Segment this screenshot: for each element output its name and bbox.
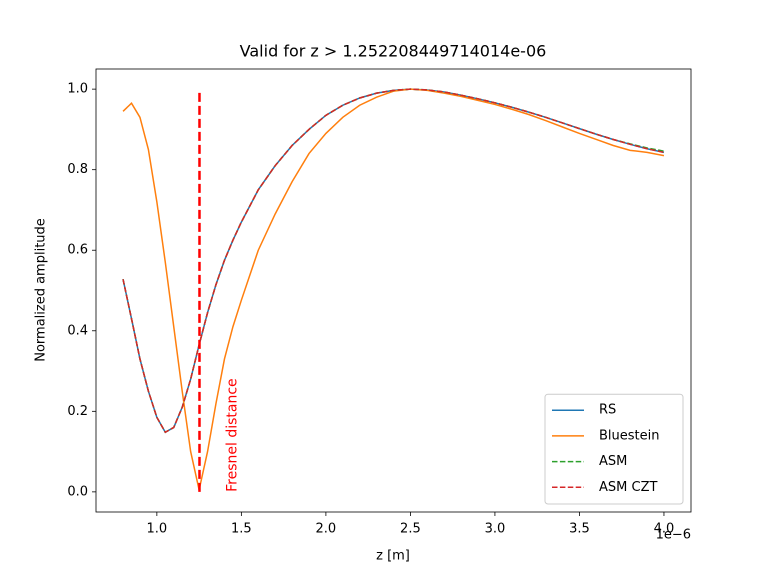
legend-label: ASM — [599, 454, 627, 469]
series-line — [122, 88, 665, 434]
series-line — [122, 88, 665, 491]
legend-label: ASM CZT — [599, 480, 657, 495]
y-tick-label: 0.4 — [67, 323, 88, 338]
x-tick-label: 2.5 — [400, 522, 421, 537]
annotation: Fresnel distance — [224, 378, 240, 492]
x-tick-label: 1.0 — [147, 522, 168, 537]
chart-title: Valid for z > 1.252208449714014e-06 — [240, 42, 547, 61]
y-tick-label: 0.8 — [67, 162, 88, 177]
y-tick-label: 0.2 — [67, 404, 88, 419]
x-tick-label: 2.0 — [316, 522, 337, 537]
series-line — [122, 88, 665, 434]
x-offset-text: 1e−6 — [656, 528, 691, 543]
series-line — [122, 88, 665, 434]
y-tick-label: 0.0 — [67, 484, 88, 499]
y-tick-label: 1.0 — [67, 82, 88, 97]
y-axis-label: Normalized amplitude — [34, 218, 49, 362]
plot-frame — [95, 68, 692, 513]
y-tick-label: 0.6 — [67, 243, 88, 258]
legend-box — [544, 393, 684, 505]
x-tick-label: 3.5 — [569, 522, 590, 537]
x-tick-label: 1.5 — [231, 522, 252, 537]
x-axis-label: z [m] — [376, 549, 410, 564]
legend-label: RS — [599, 403, 616, 418]
x-tick-label: 4.0 — [654, 522, 675, 537]
x-tick-label: 3.0 — [485, 522, 506, 537]
legend-label: Bluestein — [599, 428, 660, 443]
